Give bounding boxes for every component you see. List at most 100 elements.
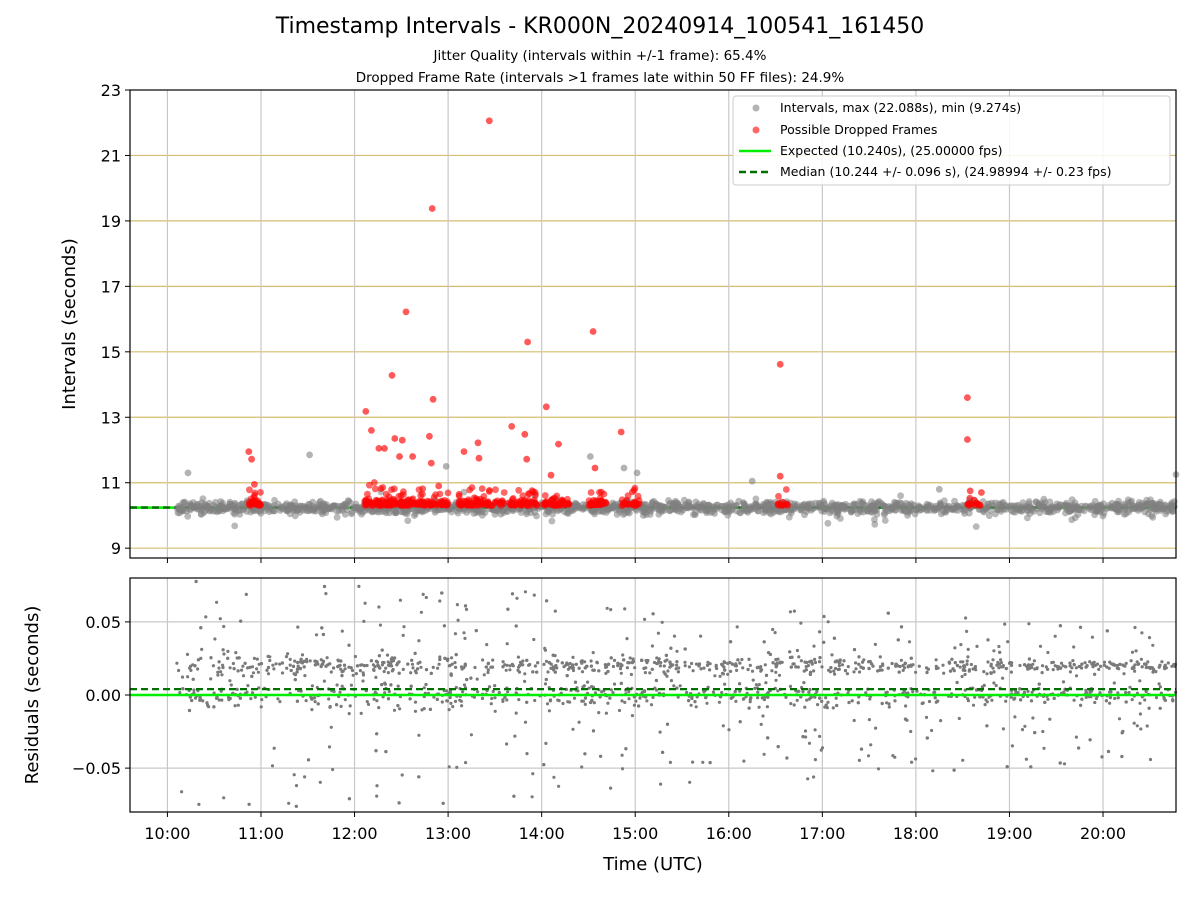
- residual-point: [371, 663, 375, 667]
- residual-point: [654, 688, 659, 692]
- residual-point: [545, 599, 549, 603]
- residual-point: [322, 584, 327, 589]
- residual-point: [384, 666, 388, 670]
- dropped-frame-point: [379, 484, 387, 491]
- residual-point: [683, 664, 687, 668]
- residual-point: [914, 757, 918, 761]
- residual-point: [1029, 765, 1033, 769]
- residual-point: [305, 660, 309, 664]
- residual-point: [880, 701, 884, 706]
- residual-point: [410, 662, 415, 666]
- residual-point: [510, 592, 515, 596]
- residual-point: [942, 671, 946, 675]
- residual-point: [239, 619, 243, 623]
- residual-point: [955, 680, 959, 685]
- residual-point: [971, 703, 976, 707]
- residual-point: [1010, 661, 1014, 665]
- interval-point: [184, 512, 192, 520]
- interval-point: [816, 504, 823, 511]
- residual-point: [705, 663, 710, 667]
- residual-point: [873, 642, 878, 647]
- residual-point: [327, 697, 331, 701]
- residual-point: [325, 656, 329, 660]
- residual-point: [391, 667, 395, 672]
- residual-point: [1138, 679, 1142, 683]
- residual-point: [801, 735, 805, 739]
- residual-point: [792, 703, 796, 707]
- residual-point: [288, 663, 292, 667]
- time-x-tick-label: 13:00: [425, 824, 471, 843]
- residual-point: [416, 667, 420, 671]
- residual-point: [642, 666, 646, 671]
- residual-point: [734, 699, 738, 704]
- residual-point: [1105, 629, 1109, 633]
- residual-point: [1152, 667, 1156, 672]
- residual-point: [493, 696, 497, 700]
- interval-point: [648, 505, 655, 513]
- interval-point: [669, 503, 677, 510]
- residual-point: [535, 670, 539, 674]
- residual-point: [975, 644, 979, 649]
- dropped-frame-point: [499, 499, 506, 507]
- residual-point: [1038, 644, 1043, 648]
- residual-point: [966, 647, 970, 652]
- interval-point: [287, 501, 294, 509]
- residual-point: [530, 795, 534, 799]
- interval-point: [346, 499, 354, 507]
- residual-point: [878, 665, 883, 669]
- dropped-frame-point: [433, 501, 440, 509]
- residual-point: [801, 690, 805, 694]
- residual-point: [1001, 665, 1005, 669]
- residual-point: [955, 663, 960, 668]
- residual-point: [1061, 680, 1066, 684]
- residual-point: [266, 665, 271, 670]
- residual-point: [463, 662, 467, 666]
- intervals-y-tick-label: 21: [101, 146, 121, 165]
- interval-point: [1100, 500, 1107, 508]
- intervals-y-tick-label: 11: [101, 474, 121, 493]
- interval-point: [1063, 501, 1070, 509]
- residual-point: [991, 666, 995, 670]
- residual-point: [402, 625, 406, 629]
- residual-point: [341, 669, 345, 673]
- residual-point: [577, 720, 581, 724]
- residual-point: [299, 660, 303, 664]
- residual-point: [810, 661, 814, 665]
- residual-point: [385, 653, 390, 657]
- residual-point: [580, 765, 584, 769]
- residual-point: [304, 699, 308, 703]
- interval-point: [1120, 511, 1128, 518]
- residual-point: [560, 661, 564, 665]
- intervals-ylabel: Intervals (seconds): [59, 238, 80, 410]
- interval-point: [633, 469, 641, 477]
- residual-point: [194, 579, 198, 584]
- residual-point: [398, 707, 402, 711]
- residual-point: [1030, 690, 1034, 694]
- legend-intervals-label: Intervals, max (22.088s), min (9.274s): [780, 100, 1021, 115]
- dropped-frame-point: [966, 487, 974, 495]
- residual-point: [738, 661, 742, 665]
- interval-point: [264, 503, 272, 510]
- residual-point: [521, 659, 525, 663]
- residual-point: [377, 706, 381, 710]
- residual-point: [704, 696, 708, 700]
- residual-point: [1040, 664, 1045, 668]
- interval-point: [951, 497, 958, 505]
- residual-point: [868, 697, 872, 701]
- residual-point: [622, 658, 626, 662]
- jitter-quality-subtitle: Jitter Quality (intervals within +/-1 fr…: [433, 48, 767, 64]
- residual-point: [1074, 735, 1078, 739]
- legend-median-label: Median (10.244 +/- 0.096 s), (24.98994 +…: [780, 164, 1111, 179]
- residual-point: [897, 670, 901, 674]
- dropped-frame-point: [521, 430, 529, 438]
- residual-point: [644, 659, 648, 663]
- residual-point: [531, 772, 535, 776]
- residual-point: [609, 608, 613, 612]
- residual-point: [885, 690, 889, 694]
- interval-point: [333, 513, 341, 521]
- residual-point: [545, 702, 550, 706]
- residual-point: [1158, 685, 1162, 689]
- residual-point: [665, 674, 669, 678]
- residual-point: [296, 664, 300, 668]
- residual-point: [1151, 670, 1155, 674]
